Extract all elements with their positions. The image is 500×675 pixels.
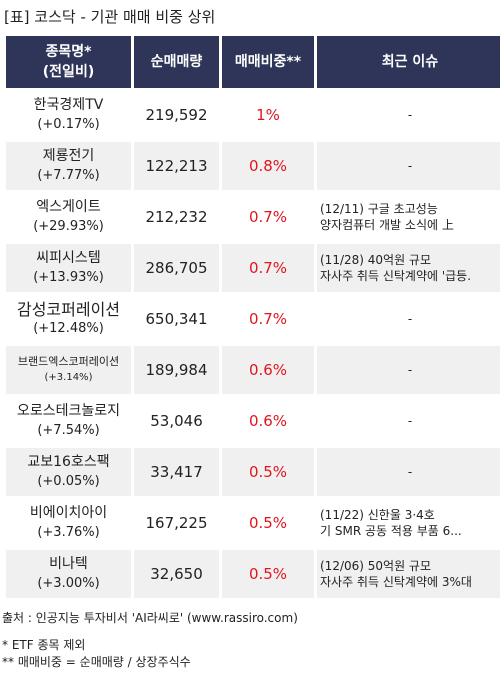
stock-name: 씨피시스템 [36,250,101,266]
table-row: 비에이치아이 (+3.76%) 167,225 0.5% (11/22) 신한울 3·4… [6,496,500,547]
table-row: 한국경제TV (+0.17%) 219,592 1% - [6,88,500,139]
issue-line-2: 양자컴퓨터 개발 소식에 上 [320,218,454,232]
footnote-etf: * ETF 종목 제외 [2,638,86,652]
trade-ratio: 0.6% [222,343,314,394]
table-row: 씨피시스템 (+13.93%) 286,705 0.7% (11/28) 40억원 규모… [6,241,500,292]
stock-change: (+29.93%) [33,219,104,234]
trade-ratio: 0.7% [222,241,314,292]
net-volume: 32,650 [134,547,219,598]
trade-ratio: 1% [222,88,314,139]
net-volume: 212,232 [134,190,219,241]
recent-issue: - [317,139,500,190]
trade-ratio: 0.7% [222,190,314,241]
issue-line-1: - [407,159,413,173]
page-title: [표] 코스닥 - 기관 매매 비중 상위 [4,8,216,26]
stock-change: (+0.17%) [37,117,100,132]
recent-issue: - [317,394,500,445]
stock-name: 교보16호스팩 [27,454,110,470]
issue-line-2: 기 SMR 공동 적용 부품 6... [320,524,462,538]
issue-line-2: 자사주 취득 신탁계약에 '급등. [320,269,472,283]
recent-issue: - [317,88,500,139]
table-row: 교보16호스팩 (+0.05%) 33,417 0.5% - [6,445,500,496]
stock-name-cell: 브랜드엑스코퍼레이션 (+3.14%) [6,343,131,394]
stock-name-cell: 한국경제TV (+0.17%) [6,88,131,139]
source-note: 출처 : 인공지능 투자비서 'AI라씨로' (www.rassiro.com) [2,611,298,625]
stock-name: 브랜드엑스코퍼레이션 [17,355,120,368]
stock-change: (+3.76%) [37,525,100,540]
net-volume: 650,341 [134,292,219,343]
net-volume: 53,046 [134,394,219,445]
header-ratio: 매매비중** [222,36,314,88]
stock-name: 엑스게이트 [36,199,101,215]
stock-change: (+12.48%) [33,321,104,336]
table-header-row: 종목명* (전일비) 순매매량 매매비중** 최근 이슈 [6,36,500,88]
table-row: 제룡전기 (+7.77%) 122,213 0.8% - [6,139,500,190]
net-volume: 189,984 [134,343,219,394]
net-volume: 219,592 [134,88,219,139]
trade-ratio: 0.7% [222,292,314,343]
recent-issue: - [317,343,500,394]
trade-ratio: 0.5% [222,445,314,496]
stock-name-cell: 오로스테크놀로지 (+7.54%) [6,394,131,445]
header-name: 종목명* (전일비) [6,36,131,88]
recent-issue: - [317,445,500,496]
trade-ratio: 0.5% [222,547,314,598]
stock-name: 제룡전기 [42,148,95,164]
table-row: 오로스테크놀로지 (+7.54%) 53,046 0.6% - [6,394,500,445]
stock-name-cell: 씨피시스템 (+13.93%) [6,241,131,292]
issue-line-2: 자사주 취득 신탁계약에 3%대 [320,575,472,589]
net-volume: 33,417 [134,445,219,496]
stock-change: (+7.54%) [37,423,100,438]
recent-issue: - [317,292,500,343]
header-name-line1: 종목명* [45,44,92,60]
institution-trading-table: 종목명* (전일비) 순매매량 매매비중** 최근 이슈 한국경제TV (+0.1… [3,36,500,598]
issue-line-1: - [407,465,413,479]
table-row: 비나텍 (+3.00%) 32,650 0.5% (12/06) 50억원 규모 자사주 … [6,547,500,598]
stock-name-cell: 비에이치아이 (+3.76%) [6,496,131,547]
stock-name-cell: 감성코퍼레이션 (+12.48%) [6,292,131,343]
issue-line-1: - [407,363,413,377]
issue-line-1: (12/11) 구글 초고성능 [320,202,438,216]
stock-name-cell: 교보16호스팩 (+0.05%) [6,445,131,496]
stock-name: 비에이치아이 [29,505,108,521]
trade-ratio: 0.8% [222,139,314,190]
stock-name: 감성코퍼레이션 [16,300,121,319]
header-name-line2: (전일비) [42,64,95,80]
stock-name-cell: 엑스게이트 (+29.93%) [6,190,131,241]
stock-name-cell: 제룡전기 (+7.77%) [6,139,131,190]
stock-name: 비나텍 [49,556,88,572]
issue-line-1: - [407,312,413,326]
trade-ratio: 0.5% [222,496,314,547]
table-row: 엑스게이트 (+29.93%) 212,232 0.7% (12/11) 구글 초고성능… [6,190,500,241]
table-row: 브랜드엑스코퍼레이션 (+3.14%) 189,984 0.6% - [6,343,500,394]
issue-line-1: - [407,108,413,122]
net-volume: 122,213 [134,139,219,190]
stock-name: 오로스테크놀로지 [16,403,121,419]
trade-ratio: 0.6% [222,394,314,445]
net-volume: 286,705 [134,241,219,292]
stock-change: (+3.00%) [37,576,100,591]
stock-change: (+3.14%) [44,372,93,383]
stock-change: (+7.77%) [37,168,100,183]
header-volume: 순매매량 [134,36,219,88]
issue-line-1: (11/28) 40억원 규모 [320,253,432,267]
stock-change: (+13.93%) [33,270,104,285]
table-row: 감성코퍼레이션 (+12.48%) 650,341 0.7% - [6,292,500,343]
stock-change: (+0.05%) [37,474,100,489]
stock-name: 한국경제TV [33,97,104,113]
header-issue: 최근 이슈 [317,36,500,88]
issue-line-1: - [407,414,413,428]
net-volume: 167,225 [134,496,219,547]
stock-name-cell: 비나텍 (+3.00%) [6,547,131,598]
issue-line-1: (12/06) 50억원 규모 [320,559,432,573]
footnote-ratio: ** 매매비중 = 순매매량 / 상장주식수 [2,655,191,669]
issue-line-1: (11/22) 신한울 3·4호 [320,508,435,522]
